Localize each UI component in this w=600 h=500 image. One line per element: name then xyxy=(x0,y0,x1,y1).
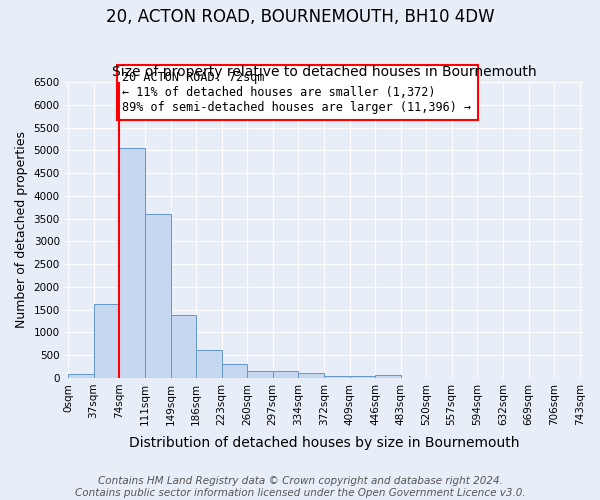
Bar xyxy=(196,350,221,378)
Text: Contains HM Land Registry data © Crown copyright and database right 2024.
Contai: Contains HM Land Registry data © Crown c… xyxy=(74,476,526,498)
Bar xyxy=(94,304,119,378)
Text: 20 ACTON ROAD: 72sqm
← 11% of detached houses are smaller (1,372)
89% of semi-de: 20 ACTON ROAD: 72sqm ← 11% of detached h… xyxy=(122,70,472,114)
Bar xyxy=(119,148,145,378)
Bar xyxy=(68,374,94,378)
X-axis label: Distribution of detached houses by size in Bournemouth: Distribution of detached houses by size … xyxy=(128,436,519,450)
Bar xyxy=(221,364,247,378)
Bar xyxy=(324,376,350,378)
Bar xyxy=(298,373,324,378)
Text: 20, ACTON ROAD, BOURNEMOUTH, BH10 4DW: 20, ACTON ROAD, BOURNEMOUTH, BH10 4DW xyxy=(106,8,494,26)
Bar xyxy=(375,375,401,378)
Y-axis label: Number of detached properties: Number of detached properties xyxy=(15,132,28,328)
Bar xyxy=(145,214,170,378)
Bar xyxy=(247,370,272,378)
Bar xyxy=(170,314,196,378)
Bar xyxy=(272,371,298,378)
Title: Size of property relative to detached houses in Bournemouth: Size of property relative to detached ho… xyxy=(112,66,536,80)
Bar xyxy=(350,376,375,378)
